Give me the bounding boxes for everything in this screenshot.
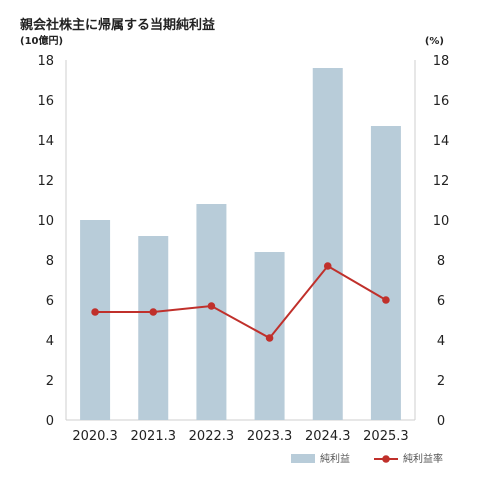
y2-tick-label: 16 (433, 94, 450, 109)
bar-2021.3 (138, 236, 169, 420)
x-tick-label: 2024.3 (305, 429, 351, 444)
bar-2025.3 (370, 126, 401, 420)
margin-point-2023.3 (265, 334, 274, 342)
margin-point-2021.3 (149, 308, 158, 316)
y-tick-label: 8 (46, 254, 54, 269)
y-tick-label: 0 (46, 414, 54, 429)
x-tick-label: 2020.3 (72, 429, 118, 444)
legend-swatch-marker (382, 455, 390, 463)
margin-point-2025.3 (382, 296, 390, 304)
x-tick-label: 2021.3 (131, 429, 177, 444)
legend-label-line: 純利益率 (403, 452, 443, 465)
margin-point-2020.3 (91, 308, 99, 316)
y2-tick-label: 0 (437, 414, 445, 429)
legend-label-bar: 純利益 (320, 452, 350, 465)
margin-point-2022.3 (207, 302, 216, 310)
plot-area: 0 2 4 6 8 10 12 14 16 18 0 2 4 6 8 10 12 14 16 18 2020.3 2021… (37, 54, 449, 465)
left-axis-unit: (10億円) (20, 34, 63, 47)
y2-tick-label: 14 (433, 134, 450, 149)
y-tick-label: 10 (37, 214, 54, 229)
y2-tick-label: 8 (437, 254, 445, 269)
y2-tick-label: 6 (437, 294, 445, 309)
y-tick-label: 6 (46, 294, 54, 309)
legend-swatch-bar (291, 454, 315, 463)
y-tick-label: 4 (46, 334, 54, 349)
y-tick-label: 14 (37, 134, 54, 149)
bar-2024.3 (312, 68, 343, 420)
x-tick-label: 2025.3 (363, 429, 409, 444)
y-tick-label: 12 (37, 174, 54, 189)
y2-tick-label: 18 (433, 54, 450, 69)
chart-title: 親会社株主に帰属する当期純利益 (20, 17, 215, 33)
y2-tick-label: 12 (433, 174, 450, 189)
y2-tick-label: 2 (437, 374, 445, 389)
bar-2020.3 (80, 220, 111, 420)
y-tick-label: 16 (37, 94, 54, 109)
margin-line (95, 264, 387, 340)
y2-tick-label: 4 (437, 334, 445, 349)
margin-point-2024.3 (323, 262, 332, 270)
y-tick-label: 2 (46, 374, 54, 389)
x-tick-label: 2023.3 (247, 429, 293, 444)
right-axis-unit: (%) (425, 36, 444, 47)
x-tick-label: 2022.3 (189, 429, 235, 444)
y-tick-label: 18 (37, 54, 54, 69)
y2-tick-label: 10 (433, 214, 450, 229)
